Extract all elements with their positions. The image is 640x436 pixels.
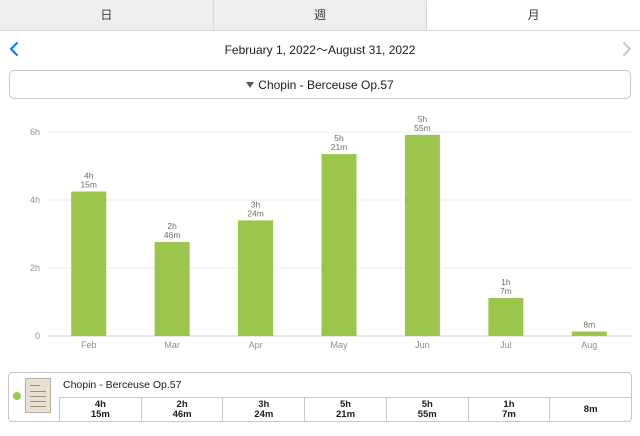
x-tick-label: Jul <box>500 340 512 350</box>
bar-value-label: 1h <box>501 277 511 287</box>
summary-cells: 4h 15m 2h 46m 3h 24m 5h 21m 5h 55m 1h 7m 8m <box>59 397 631 421</box>
caret-down-icon <box>246 81 255 88</box>
summary-table: Chopin - Berceuse Op.57 4h 15m 2h 46m 3h 24… <box>8 372 632 422</box>
summary-cell: 4h 15m <box>59 398 141 421</box>
y-tick-label: 4h <box>30 195 40 205</box>
bar-value-label: 8m <box>583 319 595 329</box>
piece-selector[interactable]: Chopin - Berceuse Op.57 <box>9 70 631 99</box>
bar-value-label: 5h <box>418 114 428 124</box>
x-tick-label: Apr <box>249 340 263 350</box>
date-range-title: February 1, 2022～August 31, 2022 <box>224 43 416 57</box>
bar-value-label: 24m <box>247 208 264 218</box>
tab-week[interactable]: 週 <box>212 0 427 30</box>
bar-value-label: 55m <box>414 123 431 133</box>
summary-cell: 5h 55m <box>385 398 468 421</box>
summary-cell: 3h 24m <box>222 398 304 421</box>
tab-month[interactable]: 月 <box>426 0 640 30</box>
bar-value-label: 21m <box>331 142 348 152</box>
bar-value-label: 15m <box>80 180 97 190</box>
x-tick-label: Aug <box>581 340 597 350</box>
x-tick-label: Mar <box>164 340 180 350</box>
bar-value-label: 5h <box>334 133 344 143</box>
bar <box>404 134 440 336</box>
sheet-music-thumbnail <box>25 378 51 413</box>
y-tick-label: 6h <box>30 127 40 137</box>
bar-value-label: 3h <box>251 199 261 209</box>
bar <box>238 220 274 336</box>
bar-value-label: 2h <box>167 221 177 231</box>
y-tick-label: 0 <box>35 331 40 341</box>
summary-cell: 1h 7m <box>467 398 550 421</box>
x-tick-label: May <box>330 340 348 350</box>
tab-day[interactable]: 日 <box>100 8 113 22</box>
summary-cell: 2h 46m <box>140 398 223 421</box>
x-tick-label: Feb <box>81 340 97 350</box>
summary-title: Chopin - Berceuse Op.57 <box>63 379 182 391</box>
chevron-right-icon[interactable] <box>616 39 636 59</box>
chevron-left-icon[interactable] <box>6 39 26 59</box>
period-tabs: 日 週 月 <box>0 0 640 31</box>
bar <box>154 241 190 336</box>
date-navigation: February 1, 2022～August 31, 2022 <box>0 38 640 60</box>
bar-value-label: 46m <box>164 230 181 240</box>
x-tick-label: Jun <box>415 340 430 350</box>
piece-selector-label: Chopin - Berceuse Op.57 <box>258 77 394 92</box>
bar <box>71 191 107 336</box>
series-color-dot <box>13 392 21 400</box>
bar <box>488 298 524 336</box>
bar-value-label: 4h <box>84 171 94 181</box>
bar <box>321 154 357 336</box>
y-tick-label: 2h <box>30 263 40 273</box>
summary-cell: 5h 21m <box>304 398 386 421</box>
practice-time-chart: 02h4h6h4h15mFeb2h46mMar3h24mApr5h21mMay5… <box>30 114 632 350</box>
bar-value-label: 7m <box>500 286 512 296</box>
summary-cell: 8m <box>549 398 631 421</box>
bar <box>571 331 607 336</box>
